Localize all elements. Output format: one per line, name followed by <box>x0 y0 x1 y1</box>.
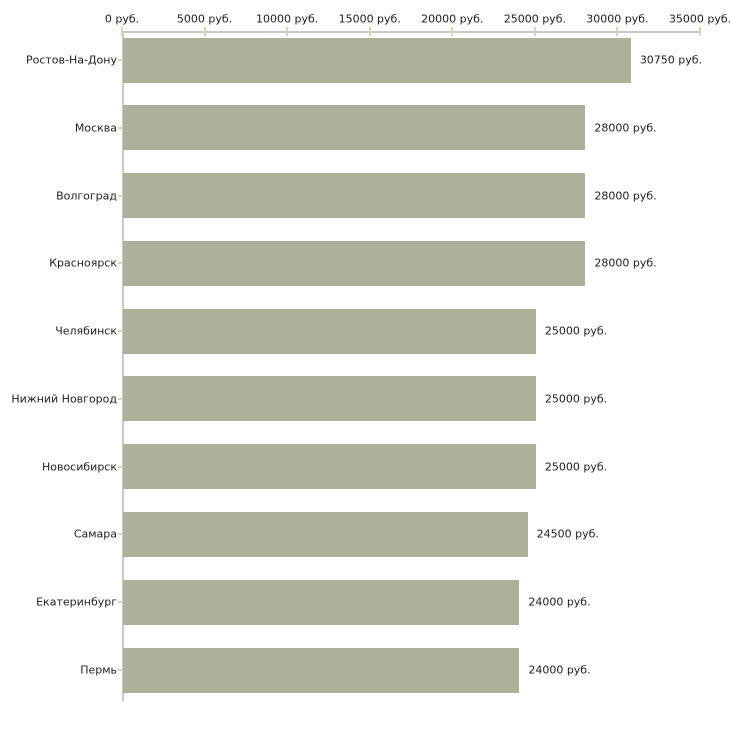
bar-value-label: 28000 руб. <box>594 121 657 135</box>
x-tick-label: 5000 руб. <box>176 12 233 26</box>
category-label: Пермь <box>80 663 117 677</box>
category-label: Волгоград <box>56 189 117 203</box>
category-label: Челябинск <box>55 324 117 338</box>
x-tick-label: 10000 руб. <box>256 12 319 26</box>
x-tick-mark <box>121 27 123 36</box>
category-tick-mark <box>118 262 122 265</box>
bar <box>123 579 520 625</box>
bar-value-label: 25000 руб. <box>544 392 608 406</box>
bar-value-label: 28000 руб. <box>594 256 657 270</box>
x-tick-label: 0 руб. <box>104 12 140 26</box>
x-tick-label: 30000 руб. <box>586 12 649 26</box>
x-tick-label: 20000 руб. <box>421 12 484 26</box>
bar-value-label: 24000 руб. <box>528 663 591 677</box>
x-tick-mark <box>533 27 536 36</box>
category-tick-mark <box>118 669 122 672</box>
category-label: Екатеринбург <box>36 595 117 609</box>
category-label: Нижний Новгород <box>11 392 117 406</box>
category-tick-mark <box>118 601 122 604</box>
bar <box>123 240 586 286</box>
bar-value-label: 30750 руб. <box>639 53 703 67</box>
x-tick-mark <box>451 27 454 36</box>
x-axis-line <box>122 31 700 33</box>
category-tick-mark <box>118 533 122 536</box>
category-tick-mark <box>118 126 122 129</box>
bar <box>123 105 586 151</box>
bar <box>123 647 520 693</box>
bar <box>123 444 536 490</box>
category-label: Москва <box>74 121 117 135</box>
x-tick-label: 35000 руб. <box>668 12 730 26</box>
x-tick-mark <box>286 27 289 36</box>
x-tick-mark <box>203 27 206 36</box>
x-tick-mark <box>368 27 371 36</box>
bar-value-label: 28000 руб. <box>594 189 657 203</box>
bar-value-label: 24500 руб. <box>536 527 599 541</box>
bar <box>123 376 536 422</box>
y-axis-line <box>122 32 124 701</box>
bar <box>123 173 586 219</box>
bar-value-label: 25000 руб. <box>544 460 608 474</box>
category-tick-mark <box>118 59 122 61</box>
category-tick-mark <box>118 330 122 333</box>
bar <box>123 511 528 557</box>
category-label: Самара <box>73 527 117 541</box>
x-tick-label: 25000 руб. <box>503 12 566 26</box>
category-label: Новосибирск <box>41 460 117 474</box>
category-label: Красноярск <box>49 256 117 270</box>
bar-value-label: 25000 руб. <box>544 324 608 338</box>
category-label: Ростов-На-Дону <box>25 53 117 67</box>
x-tick-label: 15000 руб. <box>338 12 401 26</box>
bar <box>123 308 536 354</box>
category-tick-mark <box>118 194 122 197</box>
bar-value-label: 24000 руб. <box>528 595 591 609</box>
x-tick-mark <box>616 27 619 36</box>
bar <box>123 37 631 83</box>
category-tick-mark <box>118 397 122 400</box>
x-tick-mark <box>699 27 701 36</box>
category-tick-mark <box>118 465 122 468</box>
